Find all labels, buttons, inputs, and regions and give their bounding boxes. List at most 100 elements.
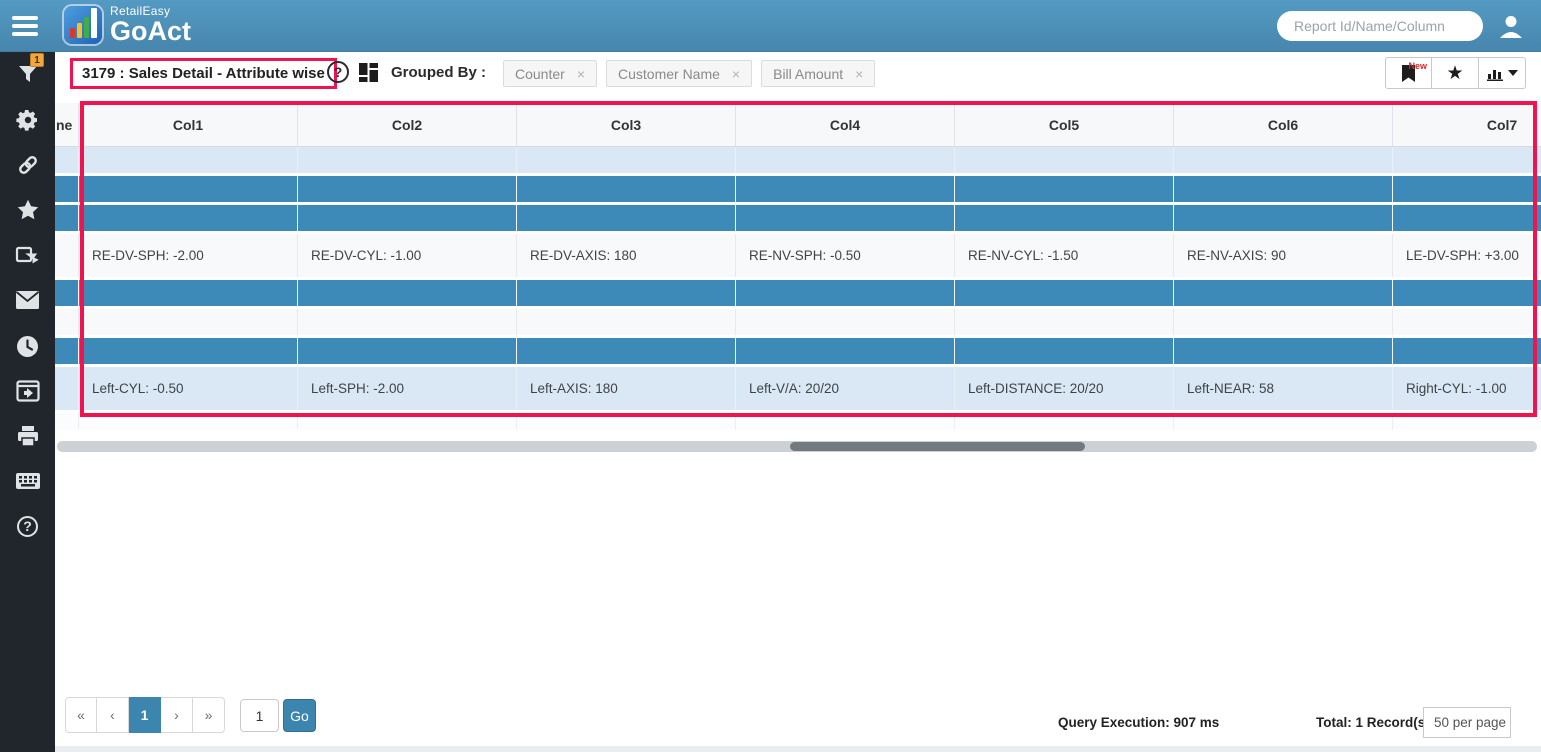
sidebar-item-export-window[interactable]	[0, 376, 55, 406]
partial-cell	[55, 367, 79, 410]
column-header[interactable]: Col4	[736, 103, 955, 146]
sidebar-item-link[interactable]	[0, 150, 55, 180]
column-header[interactable]: Col3	[517, 103, 736, 146]
column-header[interactable]: Col6	[1174, 103, 1393, 146]
goto-page-input[interactable]	[240, 699, 279, 732]
sidebar-item-mail[interactable]	[0, 285, 55, 315]
current-page-button[interactable]: 1	[129, 697, 161, 733]
table-cell	[1174, 147, 1393, 173]
chip-close-icon[interactable]: ×	[731, 65, 741, 82]
chevron-down-icon	[1507, 70, 1518, 76]
table-cell	[1393, 205, 1541, 231]
table-cell: Left-DISTANCE: 20/20	[955, 367, 1174, 410]
table-cell	[79, 309, 298, 335]
hamburger-menu-icon[interactable]	[12, 16, 38, 36]
table-cell	[955, 280, 1174, 306]
table-cell	[955, 147, 1174, 173]
main-content: 3179 : Sales Detail - Attribute wise ? G…	[55, 52, 1541, 746]
report-search-box[interactable]	[1277, 11, 1483, 41]
table-cell	[1393, 280, 1541, 306]
sidebar-item-help[interactable]: ?	[0, 511, 55, 541]
table-cell: Right-CYL: -1.00	[1393, 367, 1541, 410]
chip-bill-amount[interactable]: Bill Amount ×	[761, 60, 876, 87]
table-cell	[955, 338, 1174, 364]
search-input[interactable]	[1294, 18, 1475, 34]
table-cell	[1174, 205, 1393, 231]
prev-page-button[interactable]: ‹	[97, 697, 129, 733]
partial-cell	[55, 176, 79, 202]
next-page-button[interactable]: ›	[161, 697, 193, 733]
table-row	[55, 205, 1541, 234]
report-help-icon[interactable]: ?	[327, 61, 349, 83]
table-cell: Left-NEAR: 58	[1174, 367, 1393, 410]
column-header[interactable]: Col1	[79, 103, 298, 146]
table-cell: Left-V/A: 20/20	[736, 367, 955, 410]
table-cell: Left-SPH: -2.00	[298, 367, 517, 410]
favorite-button[interactable]: ★	[1432, 57, 1479, 89]
logo-barchart-icon	[64, 6, 102, 44]
go-button[interactable]: Go	[283, 699, 316, 732]
sidebar-item-keyboard[interactable]	[0, 466, 55, 496]
layout-grid-icon[interactable]	[358, 62, 379, 88]
table-cell: RE-DV-SPH: -2.00	[79, 234, 298, 277]
table-cell	[1393, 413, 1541, 430]
column-header[interactable]: Col5	[955, 103, 1174, 146]
report-title: 3179 : Sales Detail - Attribute wise	[70, 58, 337, 89]
grouped-by-chips: Counter × Customer Name × Bill Amount ×	[503, 60, 876, 87]
left-sidebar: 1	[0, 52, 55, 752]
per-page-select[interactable]: 50 per page	[1423, 707, 1511, 738]
clock-icon	[17, 335, 38, 357]
chart-view-button[interactable]	[1479, 57, 1526, 89]
table-cell	[517, 338, 736, 364]
partial-cell	[55, 338, 79, 364]
table-cell	[517, 309, 736, 335]
table-row	[55, 147, 1541, 176]
table-cell	[1393, 309, 1541, 335]
sidebar-item-history[interactable]	[0, 331, 55, 361]
column-header[interactable]: Col2	[298, 103, 517, 146]
gear-icon	[15, 110, 37, 131]
filter-icon	[18, 66, 37, 82]
table-cell	[298, 176, 517, 202]
table-cell	[517, 413, 736, 430]
sidebar-item-print[interactable]	[0, 421, 55, 451]
table-cell	[298, 147, 517, 173]
bar-chart-icon	[1486, 69, 1503, 81]
chip-close-icon[interactable]: ×	[576, 65, 585, 82]
table-cell	[736, 205, 955, 231]
partial-cell	[55, 413, 79, 430]
chip-close-icon[interactable]: ×	[855, 65, 864, 82]
table-cell	[79, 413, 298, 430]
user-profile-icon[interactable]	[1497, 12, 1525, 40]
printer-icon	[17, 426, 38, 447]
table-cell	[736, 309, 955, 335]
sidebar-item-filter[interactable]: 1	[0, 53, 55, 90]
table-row	[55, 338, 1541, 367]
table-cell	[736, 280, 955, 306]
sidebar-item-share[interactable]	[0, 240, 55, 270]
table-cell	[298, 309, 517, 335]
table-cell	[79, 280, 298, 306]
sidebar-item-favorites[interactable]	[0, 195, 55, 225]
partial-cell	[55, 234, 79, 277]
chip-customer-name[interactable]: Customer Name ×	[606, 60, 753, 87]
keyboard-icon	[15, 473, 40, 489]
filter-count-badge: 1	[30, 53, 44, 67]
table-row	[55, 176, 1541, 205]
table-cell: RE-DV-CYL: -1.00	[298, 234, 517, 277]
table-cell	[298, 280, 517, 306]
first-page-button[interactable]: «	[65, 697, 97, 733]
sidebar-item-settings[interactable]	[0, 105, 55, 135]
horizontal-scrollbar[interactable]	[57, 441, 1537, 452]
scrollbar-thumb[interactable]	[790, 442, 1085, 451]
window-arrow-icon	[15, 380, 40, 402]
table-row	[55, 309, 1541, 338]
last-page-button[interactable]: »	[193, 697, 225, 733]
table-cell: RE-NV-SPH: -0.50	[736, 234, 955, 277]
table-cell	[298, 413, 517, 430]
partial-column-header: ne	[55, 103, 79, 146]
column-header[interactable]: Col7	[1393, 103, 1541, 146]
bookmark-button[interactable]: New	[1385, 57, 1432, 89]
chip-counter[interactable]: Counter ×	[503, 60, 597, 87]
